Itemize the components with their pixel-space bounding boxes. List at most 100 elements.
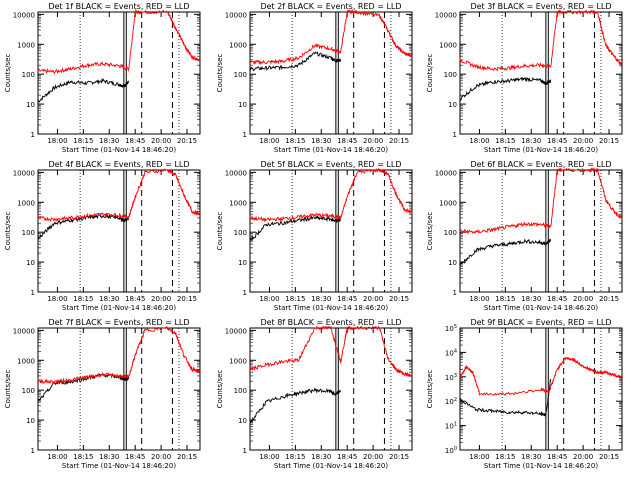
x-tick-label: 18:15	[73, 137, 93, 145]
series-lld-line	[459, 9, 623, 72]
y-tick-label: 1	[243, 131, 247, 139]
panel-det-1: Det 1f BLACK = Events, RED = LLD 1 10 100 10…	[4, 2, 201, 154]
panel-det-4: Det 4f BLACK = Events, RED = LLD 1 10 100 10…	[4, 160, 201, 312]
y-tick-label: 1000	[439, 41, 457, 49]
panel-title: Det 7f BLACK = Events, RED = LLD	[48, 318, 189, 327]
y-tick-label: 1	[243, 447, 247, 455]
x-tick-label: 18:45	[337, 137, 357, 145]
x-tick-label: 20:00	[573, 453, 593, 461]
x-tick-label: 18:15	[495, 453, 515, 461]
y-tick-label: 10000	[435, 11, 457, 19]
series-events-line	[37, 213, 130, 240]
panel-title: Det 8f BLACK = Events, RED = LLD	[260, 318, 401, 327]
y-tick-label: 1000	[229, 41, 247, 49]
y-tick-label: 10000	[225, 11, 247, 19]
x-tick-label: 20:00	[151, 453, 171, 461]
x-tick-label: 18:15	[73, 453, 93, 461]
x-tick-label: 18:45	[547, 453, 567, 461]
x-tick-label: 18:30	[521, 137, 541, 145]
y-axis-label: Counts/sec	[4, 54, 12, 93]
y-axis-label: Counts/sec	[4, 370, 12, 409]
x-tick-label: 20:00	[363, 453, 383, 461]
y-tick-label: 10	[238, 259, 247, 267]
x-tick-label: 18:30	[521, 453, 541, 461]
y-tick-label: 103	[445, 373, 457, 382]
y-tick-label: 1000	[17, 41, 35, 49]
y-tick-label: 100	[234, 71, 247, 79]
x-tick-label: 18:45	[337, 453, 357, 461]
panel-title: Det 1f BLACK = Events, RED = LLD	[48, 2, 189, 11]
y-axis-label: Counts/sec	[426, 54, 434, 93]
y-tick-label: 10000	[225, 327, 247, 335]
panel-det-2: Det 2f BLACK = Events, RED = LLD 1 10 100 10…	[216, 2, 413, 154]
series-events-line	[249, 215, 341, 242]
x-tick-label: 18:00	[259, 295, 279, 303]
series-events-line	[249, 51, 342, 72]
x-tick-label: 20:15	[177, 295, 197, 303]
plot-frame	[37, 327, 201, 451]
x-tick-label: 18:45	[337, 295, 357, 303]
y-axis-label: Counts/sec	[426, 212, 434, 251]
x-tick-label: 18:15	[285, 137, 305, 145]
panel-title: Det 3f BLACK = Events, RED = LLD	[470, 2, 611, 11]
plot-frame	[37, 11, 201, 135]
y-tick-label: 102	[445, 397, 457, 406]
panel-det-7: Det 7f BLACK = Events, RED = LLD 1 10 100 10…	[4, 318, 201, 470]
x-tick-label: 18:00	[469, 453, 489, 461]
x-axis-label: Start Time (01-Nov-14 18:46:20)	[484, 304, 598, 312]
series-lld-line	[37, 168, 201, 222]
y-tick-label: 100	[22, 71, 35, 79]
x-tick-label: 18:30	[311, 453, 331, 461]
y-tick-label: 10	[26, 417, 35, 425]
y-tick-label: 100	[234, 229, 247, 237]
x-tick-label: 20:15	[389, 137, 409, 145]
series-events-line	[37, 77, 130, 103]
x-tick-label: 20:00	[573, 137, 593, 145]
y-tick-label: 105	[445, 324, 457, 333]
x-tick-label: 18:15	[495, 137, 515, 145]
panel-title: Det 2f BLACK = Events, RED = LLD	[260, 2, 401, 11]
y-axis-label: Counts/sec	[216, 212, 224, 251]
x-tick-label: 18:15	[495, 295, 515, 303]
x-tick-label: 18:30	[99, 137, 119, 145]
y-tick-label: 1	[31, 447, 35, 455]
x-tick-label: 18:30	[99, 453, 119, 461]
panel-det-8: Det 8f BLACK = Events, RED = LLD 1 10 100 10…	[216, 318, 413, 470]
x-axis-label: Start Time (01-Nov-14 18:46:20)	[62, 304, 176, 312]
x-tick-label: 18:15	[73, 295, 93, 303]
series-lld-line	[249, 167, 413, 223]
y-tick-label: 1000	[229, 199, 247, 207]
y-tick-label: 10	[448, 101, 457, 109]
x-tick-label: 20:00	[573, 295, 593, 303]
x-tick-label: 18:00	[469, 137, 489, 145]
y-tick-label: 10	[238, 417, 247, 425]
y-tick-label: 100	[234, 387, 247, 395]
x-axis-label: Start Time (01-Nov-14 18:46:20)	[484, 146, 598, 154]
y-axis-label: Counts/sec	[216, 370, 224, 409]
plot-frame	[459, 11, 623, 135]
x-tick-label: 20:15	[177, 453, 197, 461]
y-tick-label: 1000	[439, 199, 457, 207]
y-tick-label: 10000	[13, 169, 35, 177]
plot-frame	[249, 327, 413, 451]
y-tick-label: 100	[444, 71, 457, 79]
x-tick-label: 20:15	[599, 453, 619, 461]
x-tick-label: 20:00	[151, 137, 171, 145]
plot-frame	[459, 327, 623, 451]
panel-title: Det 5f BLACK = Events, RED = LLD	[260, 160, 401, 169]
plot-frame	[249, 11, 413, 135]
series-lld-line	[249, 325, 413, 378]
plot-frame	[459, 169, 623, 293]
y-tick-label: 104	[445, 348, 457, 357]
x-tick-label: 20:15	[389, 295, 409, 303]
x-tick-label: 18:00	[47, 137, 67, 145]
x-axis-label: Start Time (01-Nov-14 18:46:20)	[62, 146, 176, 154]
y-tick-label: 1	[31, 131, 35, 139]
x-tick-label: 18:00	[259, 137, 279, 145]
x-axis-label: Start Time (01-Nov-14 18:46:20)	[62, 462, 176, 470]
x-tick-label: 20:00	[151, 295, 171, 303]
y-axis-label: Counts/sec	[4, 212, 12, 251]
series-lld-line	[459, 356, 623, 396]
x-axis-label: Start Time (01-Nov-14 18:46:20)	[274, 304, 388, 312]
panel-det-6: Det 6f BLACK = Events, RED = LLD 1 10 100 10…	[426, 160, 623, 312]
